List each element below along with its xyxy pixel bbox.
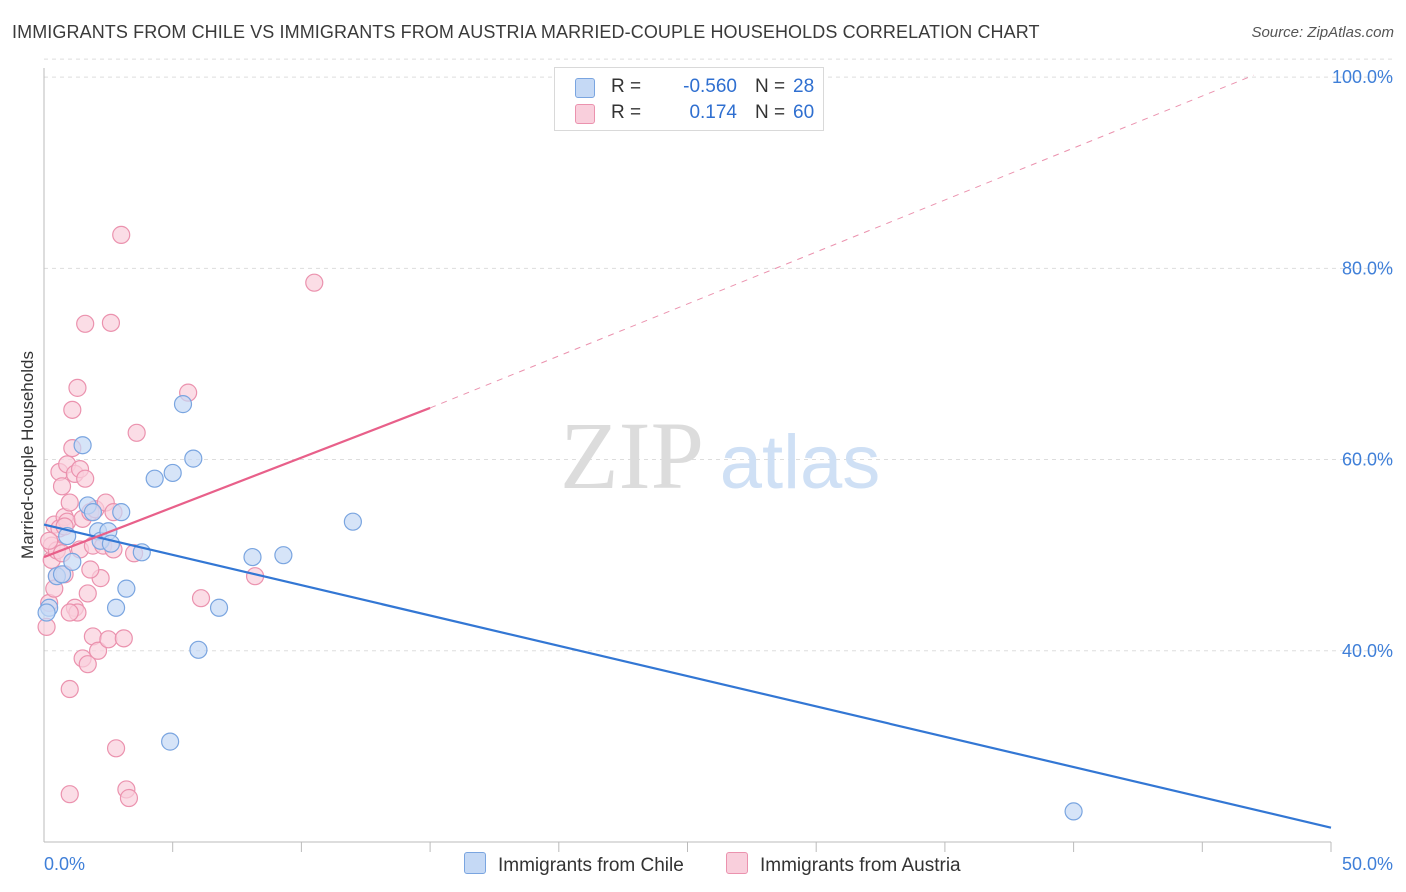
legend-r-label: R = [611,76,642,97]
austria-trendline [43,406,431,559]
y-axis-label: Married-couple Households [18,351,37,559]
data-point [343,512,362,531]
data-point [243,547,262,567]
data-point [60,603,79,622]
data-point [99,630,118,649]
chart-title: IMMIGRANTS FROM CHILE VS IMMIGRANTS FROM… [12,22,1040,42]
y-tick-label-80: 80.0% [1342,258,1393,278]
data-point [81,560,100,579]
data-point [37,603,56,622]
data-point [73,436,92,455]
data-point [274,546,293,565]
data-point [161,732,180,751]
legend-n-label: N = [755,102,786,123]
data-point [209,598,229,617]
chile-trendline [43,523,1332,829]
bottom-legend-chile: Immigrants from Chile [464,852,684,877]
data-point [68,378,87,397]
legend-n-value: 60 [793,102,815,123]
data-point [88,641,108,660]
data-point [191,589,211,608]
source-label: Source: ZipAtlas.com [1251,24,1394,41]
austria-legend-swatch [726,852,748,874]
x-tick-label-min: 0.0% [44,854,85,874]
data-point [127,423,146,442]
data-point [52,565,72,584]
data-point [1064,802,1083,821]
data-point [305,273,324,292]
data-point [184,449,203,468]
watermark: ZIP atlas [560,402,880,509]
data-point [52,477,72,496]
austria-legend-label: Immigrants from Austria [760,855,961,876]
legend-r-value: -0.560 [683,76,737,97]
legend-r-value: 0.174 [689,102,737,123]
data-point [112,503,131,522]
bottom-legend-austria: Immigrants from Austria [726,852,961,877]
data-point [60,493,79,512]
correlation-legend: R = -0.560 N = 28 R = 0.174 N = 60 [554,67,824,131]
data-point [106,739,126,758]
data-point [63,552,82,571]
data-point [60,679,79,699]
legend-n-value: 28 [793,76,815,97]
y-tick-labels: 40.0% 60.0% 80.0% 100.0% [1332,67,1393,661]
data-point [145,469,164,488]
data-point [101,313,121,332]
data-point [78,655,97,674]
chile-points [37,395,1083,821]
data-point [76,469,95,488]
y-tick-label-100: 100.0% [1332,67,1393,87]
data-point [76,314,95,333]
trendlines [43,74,1332,829]
watermark-zip: ZIP [560,402,704,509]
austria-swatch [575,104,595,124]
watermark-atlas: atlas [720,420,881,505]
data-point [163,463,182,483]
data-point [78,584,97,603]
x-tick-label-max: 50.0% [1342,854,1393,874]
x-ticks [172,842,1332,852]
data-point [63,400,82,419]
y-tick-label-60: 60.0% [1342,450,1393,470]
chile-legend-swatch [464,852,486,874]
legend-r-label: R = [611,102,642,123]
data-point [106,598,126,617]
data-point [83,503,103,522]
austria-points [37,225,324,808]
austria-trendline-extension [429,74,1254,409]
data-point [189,640,208,659]
data-point [40,531,59,550]
data-point [117,579,136,598]
data-point [101,534,121,553]
data-point [119,788,139,808]
y-tick-label-40: 40.0% [1342,641,1393,661]
chile-legend-label: Immigrants from Chile [498,855,684,876]
data-point [112,225,131,244]
data-point [114,629,133,648]
axes [43,68,1332,852]
data-point [60,785,79,804]
data-point [173,395,193,414]
chile-swatch [575,78,595,98]
legend-n-label: N = [755,76,786,97]
